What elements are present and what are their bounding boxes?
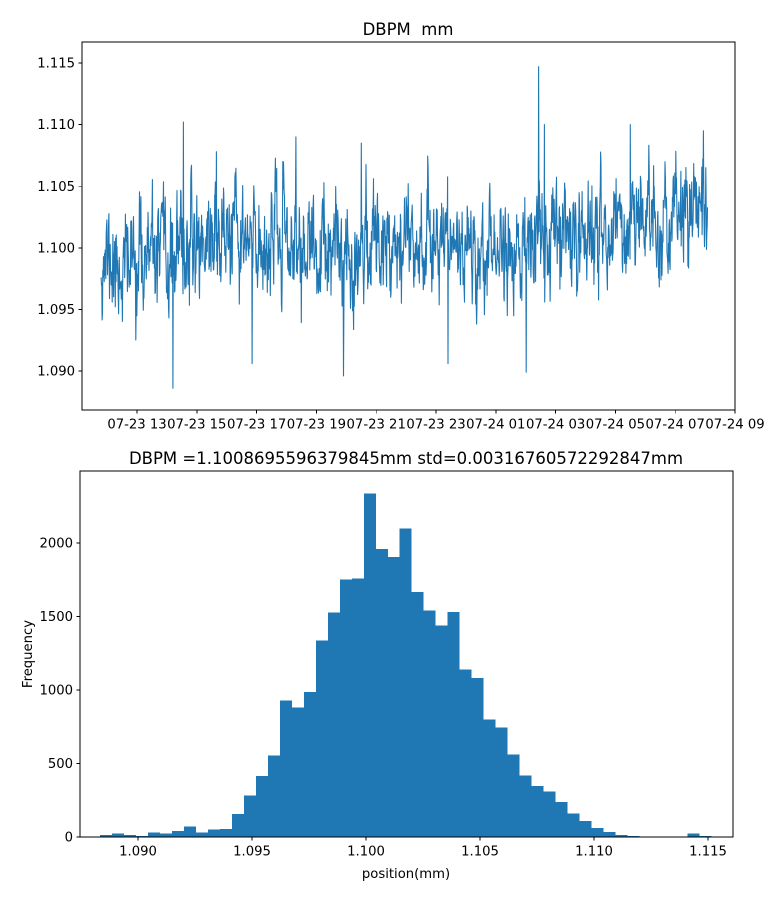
x-tick-label: 07-23 17 <box>227 418 286 433</box>
histogram-ticks: 1.090 1.095 1.100 1.105 1.110 1.115 0 500 1000 15… <box>39 537 726 860</box>
y-tick-label: 1.115 <box>37 57 75 72</box>
y-tick-label: 1.105 <box>37 180 75 195</box>
x-tick-label: 07-24 09 <box>705 418 764 433</box>
x-tick-label: 1.095 <box>233 845 271 860</box>
x-tick-label: 07-23 21 <box>347 418 406 433</box>
histogram-bars-group <box>99 493 712 837</box>
x-tick-label: 1.110 <box>575 845 613 860</box>
histogram-frame <box>79 470 734 838</box>
y-tick-label: 1.095 <box>37 303 75 318</box>
y-tick-label: 1500 <box>39 610 73 625</box>
x-tick-label: 07-23 13 <box>107 418 166 433</box>
timeseries-line-group <box>100 66 709 389</box>
y-tick-label: 0 <box>65 831 73 846</box>
x-tick-label: 1.100 <box>347 845 385 860</box>
histogram-title: DBPM =1.1008695596379845mm std=0.0031676… <box>129 449 683 468</box>
axes-frame <box>79 470 734 838</box>
histogram-bars <box>99 493 712 837</box>
x-tick-label: 07-24 07 <box>646 418 705 433</box>
y-tick-label: 1.110 <box>37 118 75 133</box>
y-tick-label: 1000 <box>39 684 73 699</box>
y-tick-label: 2000 <box>39 537 73 552</box>
x-tick-label: 07-24 03 <box>526 418 585 433</box>
x-tick-label: 1.090 <box>119 845 157 860</box>
x-tick-label: 07-23 19 <box>287 418 346 433</box>
x-tick-label: 07-24 01 <box>466 418 525 433</box>
y-tick-label: 500 <box>48 757 73 772</box>
timeseries-frame <box>81 41 736 411</box>
histogram-ylabel: Frequency <box>21 620 36 688</box>
x-tick-label: 07-23 15 <box>167 418 226 433</box>
x-tick-label: 1.105 <box>461 845 499 860</box>
x-tick-label: 07-24 05 <box>586 418 645 433</box>
timeseries-plot: DBPM mm 07-23 13 07-23 15 07-23 17 07-23 19… <box>37 20 764 433</box>
histogram-plot: DBPM =1.1008695596379845mm std=0.0031676… <box>21 449 734 882</box>
timeseries-line <box>100 66 709 389</box>
x-tick-label: 07-23 23 <box>406 418 465 433</box>
x-tick-label: 1.115 <box>689 845 727 860</box>
histogram-xlabel: position(mm) <box>362 867 450 882</box>
timeseries-title: DBPM mm <box>363 20 454 39</box>
y-tick-label: 1.100 <box>37 241 75 256</box>
axes-frame <box>81 41 736 411</box>
y-tick-label: 1.090 <box>37 365 75 380</box>
timeseries-ticks: 07-23 13 07-23 15 07-23 17 07-23 19 07-23 21… <box>37 57 764 433</box>
